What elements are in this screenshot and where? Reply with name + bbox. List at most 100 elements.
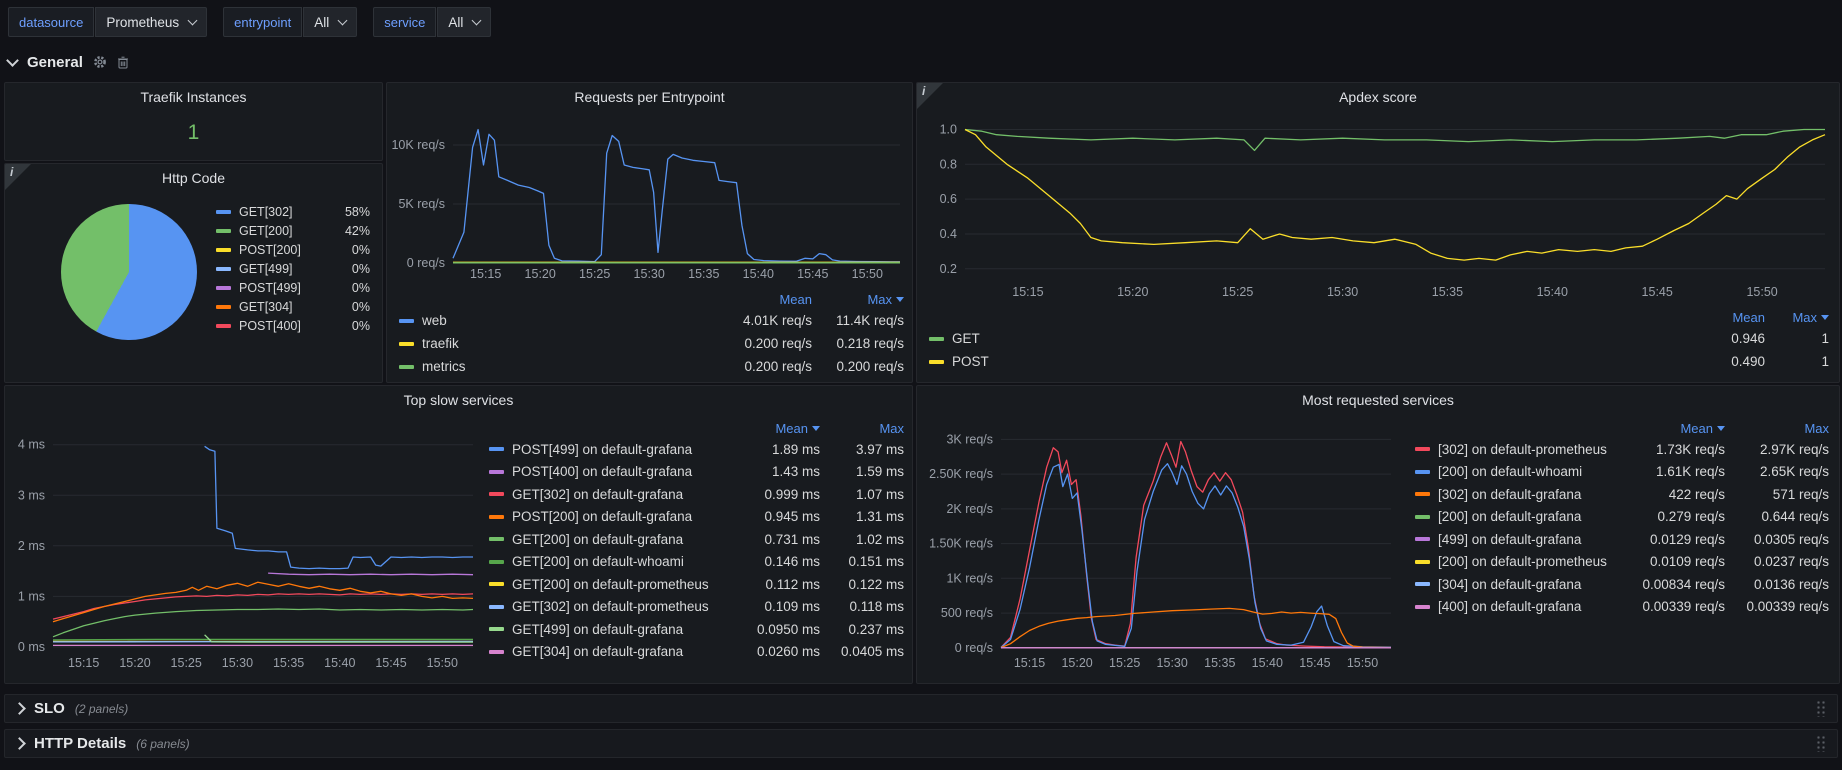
series-label: metrics xyxy=(422,359,466,374)
series-percent: 0% xyxy=(351,261,370,276)
legend-header-mean[interactable]: Mean xyxy=(732,421,820,436)
legend-row[interactable]: GET[302] on default-grafana 0.999 ms 1.0… xyxy=(489,483,904,506)
legend-header-max[interactable]: Max xyxy=(1765,310,1829,325)
legend-row[interactable]: POST[200] 0% xyxy=(216,240,370,259)
legend-header-max[interactable]: Max xyxy=(1804,420,1829,436)
panel-title-most-requested[interactable]: Most requested services xyxy=(917,386,1839,414)
legend-row[interactable]: GET[200] on default-whoami 0.146 ms 0.15… xyxy=(489,551,904,574)
legend-row[interactable]: [302] on default-prometheus 1.73K req/s … xyxy=(1415,438,1829,461)
legend-row[interactable]: POST[499] on default-grafana 1.89 ms 3.9… xyxy=(489,438,904,461)
legend-header-max[interactable]: Max xyxy=(879,420,904,436)
apdex-score-chart[interactable]: 0.2 0.4 0.6 0.8 1.0 15:15 15:20 15:25 15:30 15:35… xyxy=(919,111,1831,301)
svg-text:15:40: 15:40 xyxy=(324,656,355,670)
panel-info-corner[interactable]: i xyxy=(917,83,943,109)
legend-header-mean[interactable]: Mean xyxy=(1732,309,1765,325)
svg-text:15:25: 15:25 xyxy=(579,267,610,281)
panel-traefik-instances: Traefik Instances 1 xyxy=(4,82,383,161)
var-service-select[interactable]: All xyxy=(437,7,492,37)
svg-text:15:25: 15:25 xyxy=(1222,285,1253,299)
svg-text:2.50K req/s: 2.50K req/s xyxy=(929,467,993,481)
legend-row[interactable]: [200] on default-prometheus 0.0109 req/s… xyxy=(1415,551,1829,574)
series-color-swatch xyxy=(216,247,231,252)
legend-rows: POST[499] on default-grafana 1.89 ms 3.9… xyxy=(489,438,904,663)
panel-title-apdex[interactable]: Apdex score xyxy=(917,83,1839,111)
legend-row[interactable]: GET[302] 58% xyxy=(216,202,370,221)
legend-header-mean[interactable]: Mean xyxy=(1607,421,1725,436)
trash-icon[interactable] xyxy=(117,56,129,69)
series-mean-value: 0.109 ms xyxy=(764,599,820,615)
series-label: POST[499] xyxy=(239,280,301,295)
series-mean-value: 0.0260 ms xyxy=(756,644,820,660)
requests-per-entrypoint-chart[interactable]: 0 req/s 5K req/s 10K req/s 15:15 15:20 15:25 1… xyxy=(389,111,906,283)
legend-row[interactable]: GET[200] on default-prometheus 0.112 ms … xyxy=(489,573,904,596)
legend-rows: GET 0.946 1 POST 0.490 1 xyxy=(929,327,1829,373)
legend-row[interactable]: GET[200] 42% xyxy=(216,221,370,240)
legend-row[interactable]: [499] on default-grafana 0.0129 req/s 0.… xyxy=(1415,528,1829,551)
series-color-swatch xyxy=(929,336,944,341)
svg-text:15:15: 15:15 xyxy=(470,267,501,281)
svg-text:15:50: 15:50 xyxy=(1746,285,1777,299)
panel-title-requests[interactable]: Requests per Entrypoint xyxy=(387,83,912,111)
legend-row[interactable]: POST[200] on default-grafana 0.945 ms 1.… xyxy=(489,506,904,529)
http-code-pie-chart[interactable] xyxy=(61,204,197,340)
gear-icon[interactable] xyxy=(93,55,107,69)
svg-text:15:50: 15:50 xyxy=(852,267,883,281)
series-mean-value: 0.999 ms xyxy=(764,486,820,502)
top-slow-services-chart[interactable]: 0 ms 1 ms 2 ms 3 ms 4 ms 15:15 15:20 15:25 15:30… xyxy=(7,414,479,672)
legend-header-max[interactable]: Max xyxy=(812,292,904,307)
top-slow-legend: Mean Max POST[499] on default-grafana 1.… xyxy=(489,418,904,663)
svg-text:3 ms: 3 ms xyxy=(18,488,45,502)
panel-title-top-slow[interactable]: Top slow services xyxy=(5,386,912,414)
row-general[interactable]: General xyxy=(6,50,129,74)
legend-row[interactable]: [200] on default-whoami 1.61K req/s 2.65… xyxy=(1415,461,1829,484)
http-code-legend: GET[302] 58% GET[200] 42% POST[200] 0% xyxy=(216,202,370,335)
svg-text:15:45: 15:45 xyxy=(375,656,406,670)
legend-row[interactable]: POST[499] 0% xyxy=(216,278,370,297)
row-drag-handle[interactable] xyxy=(1816,735,1827,752)
most-requested-services-chart[interactable]: 0 req/s 500 req/s 1K req/s 1.50K req/s 2K re… xyxy=(919,414,1397,672)
series-color-swatch xyxy=(1415,537,1430,542)
legend-row[interactable]: [400] on default-grafana 0.00339 req/s 0… xyxy=(1415,596,1829,619)
var-datasource-select[interactable]: Prometheus xyxy=(95,7,208,37)
legend-row[interactable]: traefik 0.200 req/s 0.218 req/s xyxy=(399,332,904,355)
series-mean-value: 1.89 ms xyxy=(771,441,820,457)
legend-header-mean[interactable]: Mean xyxy=(779,291,812,307)
legend-row[interactable]: GET[200] on default-grafana 0.731 ms 1.0… xyxy=(489,528,904,551)
panel-title-http-code[interactable]: Http Code xyxy=(5,164,382,192)
var-entrypoint-select[interactable]: All xyxy=(303,7,358,37)
legend-row[interactable]: POST 0.490 1 xyxy=(929,350,1829,373)
series-color-swatch xyxy=(489,469,504,474)
series-label: GET xyxy=(952,331,980,346)
variables-bar: datasource Prometheus entrypoint All ser… xyxy=(0,0,1842,44)
legend-row[interactable]: [200] on default-grafana 0.279 req/s 0.6… xyxy=(1415,506,1829,529)
series-label: POST[200] xyxy=(239,242,301,257)
panel-http-code: i Http Code GET[302] 58% GET[200] 42% xyxy=(4,163,383,383)
legend-row[interactable]: GET[304] on default-grafana 0.0260 ms 0.… xyxy=(489,641,904,664)
panel-info-corner[interactable]: i xyxy=(5,164,31,190)
series-color-swatch xyxy=(489,604,504,609)
legend-row[interactable]: metrics 0.200 req/s 0.200 req/s xyxy=(399,355,904,378)
legend-row[interactable]: GET[499] 0% xyxy=(216,259,370,278)
legend-row[interactable]: POST[400] on default-grafana 1.43 ms 1.5… xyxy=(489,461,904,484)
legend-row[interactable]: GET 0.946 1 xyxy=(929,327,1829,350)
series-mean-value: 1.61K req/s xyxy=(1655,464,1725,480)
series-color-swatch xyxy=(399,318,414,323)
row-http-details[interactable]: HTTP Details (6 panels) xyxy=(4,729,1838,758)
series-color-swatch xyxy=(489,537,504,542)
legend-row[interactable]: GET[499] on default-grafana 0.0950 ms 0.… xyxy=(489,618,904,641)
series-label: POST[400] xyxy=(239,318,301,333)
legend-row[interactable]: GET[302] on default-prometheus 0.109 ms … xyxy=(489,596,904,619)
legend-row[interactable]: POST[400] 0% xyxy=(216,316,370,335)
svg-text:500 req/s: 500 req/s xyxy=(941,606,993,620)
row-slo[interactable]: SLO (2 panels) xyxy=(4,694,1838,723)
legend-row[interactable]: [304] on default-grafana 0.00834 req/s 0… xyxy=(1415,573,1829,596)
svg-text:15:35: 15:35 xyxy=(1204,656,1235,670)
legend-row[interactable]: GET[304] 0% xyxy=(216,297,370,316)
series-max-value: 1.31 ms xyxy=(855,509,904,525)
legend-row[interactable]: web 4.01K req/s 11.4K req/s xyxy=(399,309,904,332)
series-mean-value: 0.0109 req/s xyxy=(1649,554,1725,570)
panel-title-traefik-instances[interactable]: Traefik Instances xyxy=(5,83,382,111)
series-color-swatch xyxy=(399,341,414,346)
legend-row[interactable]: [302] on default-grafana 422 req/s 571 r… xyxy=(1415,483,1829,506)
row-drag-handle[interactable] xyxy=(1816,700,1827,717)
